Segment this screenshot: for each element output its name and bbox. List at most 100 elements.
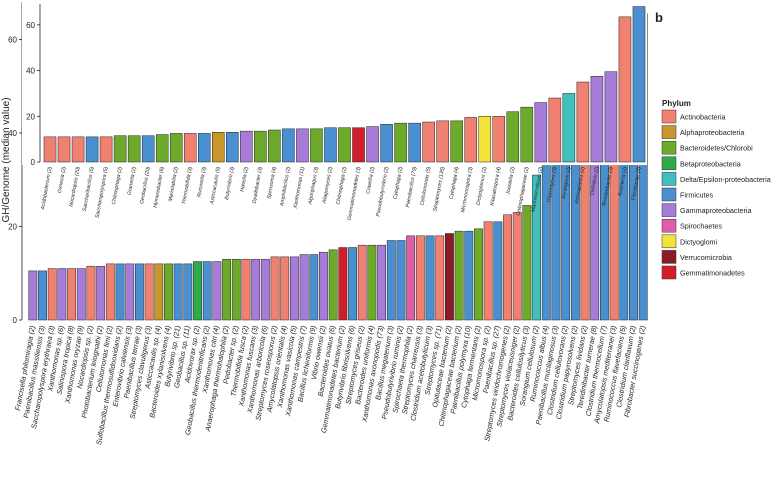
panel-a-x-tick-label: Sorangium (2) <box>561 166 573 200</box>
panel-a-x-tick-label: Spirosoma (4) <box>266 166 278 199</box>
panel-b-bar-xanthomonas-sp-6 <box>57 268 67 321</box>
legend-swatch-verrucomicrobia <box>661 250 677 264</box>
panel-b-bar-pseudobutyrivibrio-ruminis-2 <box>396 240 406 321</box>
panel-b-bar-streptomyces-violaceusniger-2 <box>512 212 522 321</box>
panel-b-bar-cellulomonas-fimi-2 <box>105 263 115 321</box>
panel-b-bar-pedobacter-sp-2 <box>231 258 241 321</box>
panel-a-x-tick-label: Gimesia (2) <box>57 166 68 194</box>
panel-a-bar-saccharopolyspora-5 <box>99 136 113 163</box>
panel-b-bar-xanthomonas-axonopodis-73 <box>377 244 387 321</box>
panel-a-x-tick-label: Paenibacillus (79) <box>405 166 418 208</box>
panel-a-bar-amphibacillus-2 <box>282 128 295 163</box>
panel-a-bar-teredinibacter-3 <box>604 71 618 163</box>
legend-label-alphaproteobacteria: Alphaproteobacteria <box>680 128 744 137</box>
panel-b-bar-ruminococcus-albus-4 <box>541 165 551 321</box>
panel-a-x-tick-label: Cytophaga (2) <box>392 166 404 200</box>
panel-a-x-tick-label: Nocardiopsis (20) <box>69 166 82 207</box>
panel-b-bar-sorangium-cellulosum-2 <box>532 174 542 321</box>
panel-a-bar-micromonospora-3 <box>464 117 477 163</box>
panel-b-bar-saccharopolyspora-erythraea-3 <box>47 268 57 321</box>
panel-b-bar-bacteroides-uniformis-4 <box>367 244 377 321</box>
panel-b-bar-bacteroides-cellulosilyticus-3 <box>522 205 532 321</box>
panel-b-bar-xanthomonas-citri-4 <box>212 261 222 321</box>
panel-b-bar-cytophaga-fermentans-2 <box>474 228 483 321</box>
legend-label-bacteroidetes-chlorobi: Bacteroidetes/Chlorobi <box>680 144 753 153</box>
panel-a-bar-paenibacillus-79 <box>408 122 421 163</box>
panel-a-x-tick-label: Kitasatospora (4) <box>489 166 502 206</box>
panel-a-bar-nocardiopsis-20 <box>71 136 85 163</box>
panel-b-bar-geobacillus-thermodenitrificans-2 <box>202 261 212 321</box>
panel-b-bar-butyrivibrio-sp-21 <box>173 263 183 321</box>
panel-a-bar-kutzneria-2 <box>618 16 632 163</box>
panel-a-bar-joostella-2 <box>506 111 520 163</box>
legend-swatch-actinobacteria <box>661 109 677 124</box>
legend-swatch-betaproteobacteria <box>661 156 677 171</box>
panel-a-x-tick-label: Chitinophaga (2) <box>111 166 124 205</box>
panel-a-bar-cowellia-2 <box>366 126 379 163</box>
panel-a-bar-cellulomonas-5 <box>422 121 435 163</box>
panel-b-bar-streptomyces-griseus-2 <box>357 244 367 321</box>
panel-b-bar-chitinophagaceae-bacterium-2 <box>454 230 464 321</box>
panel-b-bar-micromonospora-sp-2 <box>483 221 493 321</box>
panel-a-bar-dyadobacter-3 <box>254 130 267 163</box>
panel-a-y-tick-label: 20 <box>26 112 35 121</box>
panel-a-x-tick-label: Pseudobutyrivibrio (2) <box>375 166 390 217</box>
panel-a-bar-sorangium-2 <box>562 93 576 163</box>
panel-b-bar-nocardiopsis-sp-2 <box>86 265 96 321</box>
panel-b-bar-bacillus-licheniformis-9 <box>309 254 319 321</box>
panel-b-bar-amycolatopsis-orientalis-4 <box>280 256 290 321</box>
legend-label-dictyoglomi: Dictyoglomi <box>680 237 718 246</box>
panel-b-bar-bacillus-megaterium-3 <box>386 240 396 321</box>
panel-a-x-tick-label: Thermobifida (3) <box>181 166 194 205</box>
panel-a-x-tick-label: Dyadobacter (3) <box>251 166 263 204</box>
panel-b-bar-salinispora-tropica-8 <box>67 268 77 321</box>
panel-b-bar-gemmatimonadetes-bacterium-2 <box>338 247 348 321</box>
panel-a-x-tick-label: Hymenobacter (6) <box>153 166 166 208</box>
panel-a-bar-gramella-2 <box>127 135 141 163</box>
panel-b-y-tick-label: 60 <box>8 35 17 44</box>
panel-a-x-tick-label: Amphibacillus (2) <box>279 166 292 207</box>
panel-b-bar-vibrio-owensii-2 <box>319 251 328 321</box>
panel-a-x-tick-label: Joostella (2) <box>505 166 516 196</box>
panel-a-x-tick-label: Kutzneria (2) <box>617 166 628 197</box>
legend-label-firmicutes: Firmicutes <box>680 191 714 200</box>
panel-a-x-tick-label: Streptomyces (135) <box>432 166 446 212</box>
legend-label-verrucomicrobia: Verrucomicrobia <box>680 253 732 262</box>
panel-a-bar-spirosoma-4 <box>268 129 281 163</box>
panel-a-bar-butyrivibrio-3 <box>226 132 239 163</box>
panel-b-bar-xanthomonas-arboricola-6 <box>260 258 270 321</box>
panel-a-x-tick-label: Xanthomonas (11) <box>292 166 305 210</box>
panel-b-bar-xanthomonas-vasicola-5 <box>289 256 299 321</box>
panel-a-bar-hahella-2 <box>240 130 253 163</box>
legend-label-gemmatimonadetes: Gemmatimonadetes <box>680 269 745 278</box>
panel-a-bar-marinimicrobium-2 <box>534 102 548 163</box>
panel-a-bar-xanthomonas-11 <box>296 128 309 163</box>
panel-a-bar-gemmatimonadetes-3 <box>352 127 365 163</box>
panel-a-bar-glycomyces-3 <box>548 97 562 163</box>
panel-a-bar-cellvibrio-2 <box>590 76 604 163</box>
panel-a-x-tick-label: Cowellia (2) <box>365 166 376 194</box>
panel-a-x-tick-label: Gramella (2) <box>127 166 138 196</box>
legend-swatch-spirochaetes <box>661 218 677 233</box>
panel-a-bar-cytophaga-2 <box>394 122 407 163</box>
panel-b-bar-acidovorax-sp-2 <box>193 261 202 321</box>
panel-a-x-tick-label: Geobacillus (20) <box>139 166 152 205</box>
panel-a-x-tick-label: Allagomyces (2) <box>321 166 334 205</box>
panel-b-bar-bacteroides-xylanisolvens-4 <box>164 263 173 321</box>
panel-a-x-tick-label: Cellvibrio (2) <box>589 166 600 196</box>
panel-b-bar-geobacillus-sp-11 <box>183 263 193 321</box>
panel-a-x-tick-label: Dictyoglomus (2) <box>476 166 489 206</box>
panel-a-x-tick-label: Algoriphagus (3) <box>307 166 320 206</box>
panel-b-bar-streptomyces-sp-71 <box>435 235 445 321</box>
panel-a-x-tick-label: Cellulomonas (5) <box>419 166 432 206</box>
panel-b-bar-thermobifida-fusca-2 <box>241 258 251 321</box>
panel-b-bar-butyrivibrio-fibrisolvens-6 <box>348 247 357 321</box>
panel-b-y-tick-label: 20 <box>8 222 17 231</box>
panel-a-x-tick-label: Fibrobacter (2) <box>631 166 643 201</box>
panel-a-x-tick-label: Micromonospora (3) <box>460 166 474 213</box>
panel-a-bar-cytophaga-4 <box>450 120 463 163</box>
panel-a-bar-marinilabilia-2 <box>169 133 183 163</box>
panel-a-bar-chitinophaga-2 <box>338 127 351 163</box>
